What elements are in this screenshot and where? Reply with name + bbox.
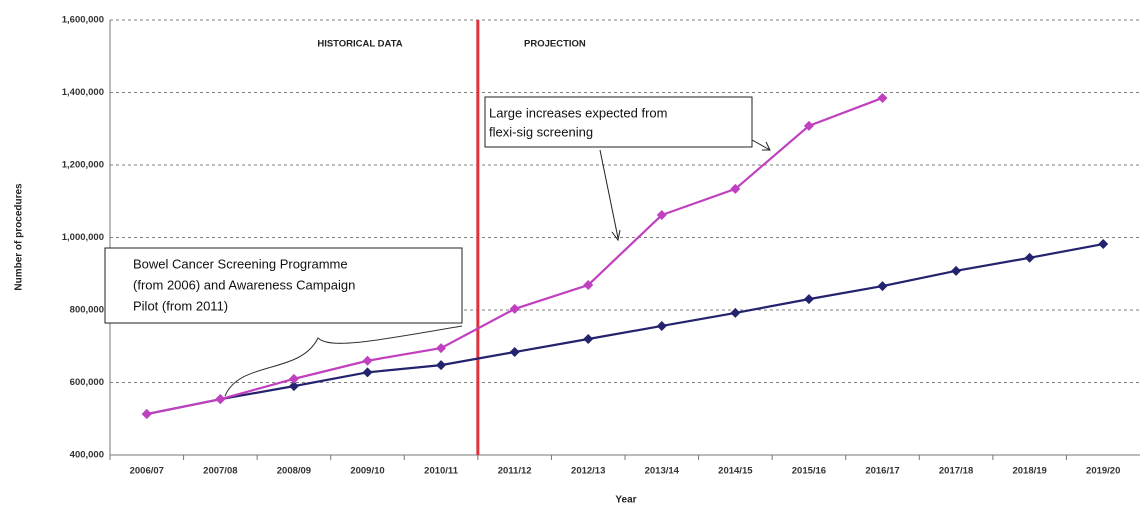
data-point xyxy=(288,373,299,384)
data-point xyxy=(1098,239,1109,250)
data-point xyxy=(877,92,888,103)
x-tick-label: 2007/08 xyxy=(203,466,237,477)
data-point xyxy=(730,307,741,318)
data-point xyxy=(362,355,373,366)
data-point xyxy=(436,360,447,371)
data-point xyxy=(141,409,152,420)
y-tick-label: 1,400,000 xyxy=(62,87,104,98)
x-tick-label: 2018/19 xyxy=(1012,466,1046,477)
annotation-box xyxy=(484,96,753,148)
callout-arrow xyxy=(751,139,771,151)
data-point xyxy=(803,294,814,305)
x-axis-label: Year xyxy=(615,495,636,506)
y-tick-label: 400,000 xyxy=(70,450,104,461)
x-tick-label: 2012/13 xyxy=(571,466,605,477)
data-point xyxy=(509,303,520,314)
data-point xyxy=(583,279,594,290)
annotation-text: Pilot (from 2011) xyxy=(133,298,228,313)
x-tick-label: 2016/17 xyxy=(865,466,899,477)
x-tick-label: 2017/18 xyxy=(939,466,973,477)
annotation-text: (from 2006) and Awareness Campaign xyxy=(133,277,355,292)
data-point xyxy=(436,343,447,354)
data-point xyxy=(509,347,520,358)
x-tick-label: 2010/11 xyxy=(424,466,459,477)
y-tick-label: 1,000,000 xyxy=(62,232,104,243)
region-label: HISTORICAL DATA xyxy=(317,39,402,50)
data-point xyxy=(656,210,667,221)
y-axis-label: Number of procedures xyxy=(14,183,25,291)
y-tick-label: 800,000 xyxy=(70,305,104,316)
y-tick-label: 1,600,000 xyxy=(62,15,104,26)
series-line xyxy=(146,242,1104,416)
x-tick-label: 2006/07 xyxy=(130,466,164,477)
data-point xyxy=(803,120,814,131)
data-point xyxy=(877,281,888,292)
data-point xyxy=(583,334,594,344)
x-tick-label: 2015/16 xyxy=(792,466,826,477)
annotation-text: Large increases expected from xyxy=(489,105,667,120)
data-point xyxy=(656,320,667,331)
data-point xyxy=(215,394,226,405)
x-tick-label: 2009/10 xyxy=(350,466,384,477)
x-tick-label: 2014/15 xyxy=(718,466,753,477)
y-tick-label: 600,000 xyxy=(70,377,104,388)
data-point xyxy=(1024,252,1035,263)
y-tick-label: 1,200,000 xyxy=(62,160,104,171)
callout-arrow xyxy=(599,149,619,239)
annotation-text: Bowel Cancer Screening Programme xyxy=(133,256,348,271)
data-point xyxy=(362,367,373,378)
x-tick-label: 2011/12 xyxy=(498,466,532,477)
callout-brace xyxy=(224,325,463,397)
x-tick-label: 2008/09 xyxy=(277,466,311,477)
data-point xyxy=(730,183,741,194)
annotation-text: flexi-sig screening xyxy=(489,124,593,139)
x-tick-label: 2019/20 xyxy=(1086,466,1120,477)
data-point xyxy=(951,265,962,276)
annotation-box xyxy=(104,247,463,324)
callout-arrow xyxy=(611,229,621,242)
x-tick-label: 2013/14 xyxy=(645,466,680,477)
region-label: PROJECTION xyxy=(524,39,586,50)
data-point xyxy=(288,381,299,392)
